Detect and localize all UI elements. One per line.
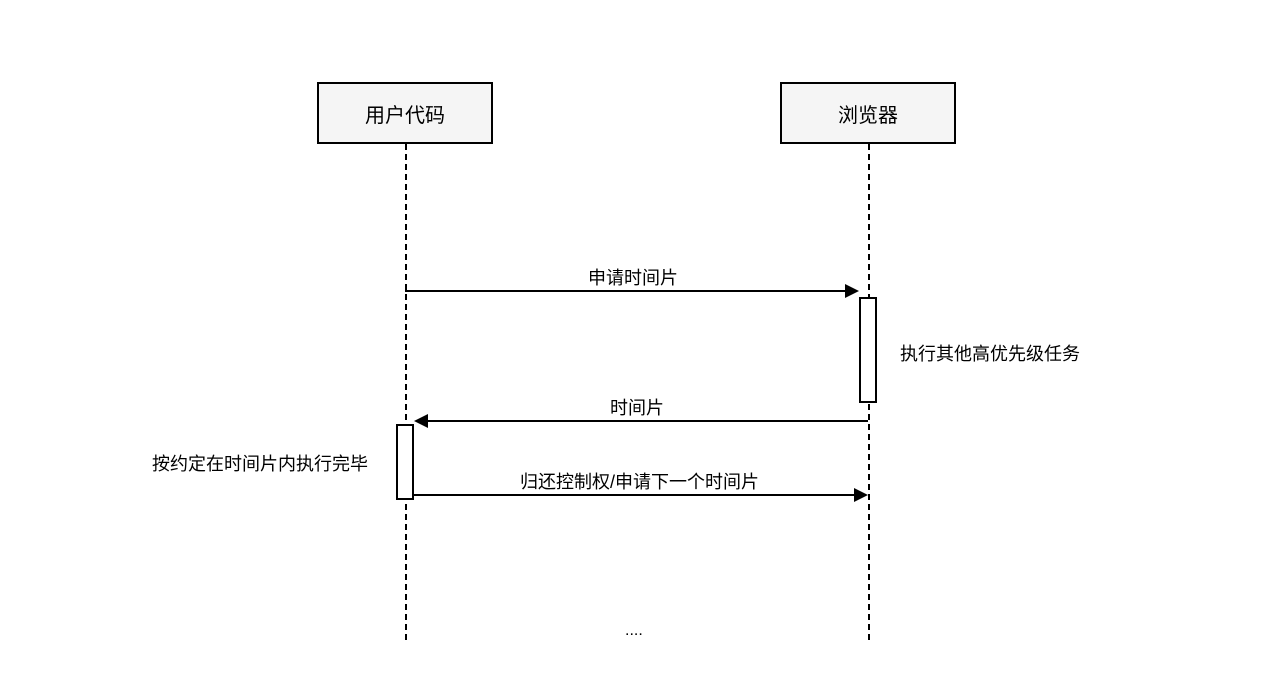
note-browser-exec: 执行其他高优先级任务 (900, 340, 1080, 366)
message-return-control-label: 归还控制权/申请下一个时间片 (520, 468, 759, 494)
message-request-slice-label: 申请时间片 (588, 264, 678, 290)
note-user-exec: 按约定在时间片内执行完毕 (152, 450, 368, 476)
activation-user (396, 424, 414, 500)
message-time-slice-label: 时间片 (610, 394, 664, 420)
activation-browser (859, 297, 877, 403)
message-return-control-arrow (854, 488, 868, 502)
ellipsis: .... (625, 622, 643, 640)
participant-user-code: 用户代码 (317, 82, 493, 144)
lifeline-user-code (405, 144, 407, 640)
participant-browser: 浏览器 (780, 82, 956, 144)
message-request-slice-arrow (845, 284, 859, 298)
message-return-control-line (414, 494, 866, 496)
participant-browser-label: 浏览器 (838, 99, 898, 128)
participant-user-code-label: 用户代码 (365, 99, 445, 128)
message-request-slice-line (405, 290, 857, 292)
message-time-slice-line (416, 420, 868, 422)
message-time-slice-arrow (414, 414, 428, 428)
